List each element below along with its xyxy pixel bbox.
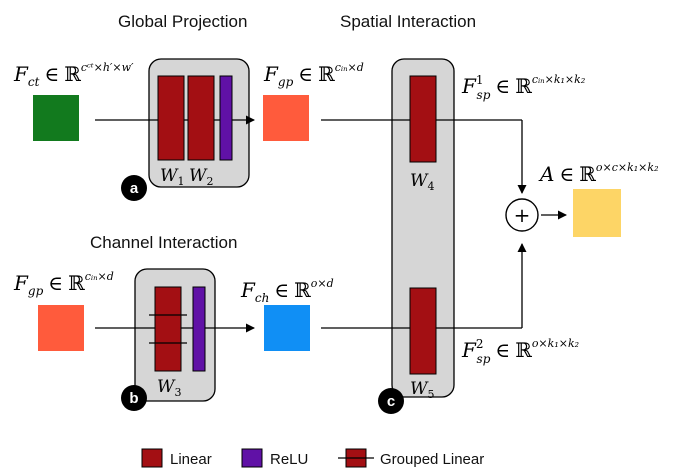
svg-text:b: b <box>129 390 138 407</box>
plus-sign: + <box>514 203 531 227</box>
legend: Linear ReLU Grouped Linear <box>141 448 484 468</box>
w1-label: W1 <box>160 166 184 188</box>
a-output-square <box>573 189 621 237</box>
w4-linear-block <box>409 75 437 163</box>
formula-f-ch: Fch ∈ ℝo×d <box>240 277 334 305</box>
w5-linear-block <box>409 287 437 375</box>
w4-label: W4 <box>410 171 434 193</box>
legend-linear-swatch <box>141 448 163 468</box>
w1-linear-block <box>157 75 185 161</box>
w3-grouped-linear-block <box>154 286 182 372</box>
formula-f-ct: Fct ∈ ℝcᶜᵗ×h′×w′ <box>13 61 134 89</box>
section-title-global-projection: Global Projection <box>118 12 247 31</box>
f-gp-square-bottom <box>38 305 84 351</box>
f-ct-square <box>33 95 79 141</box>
relu-block-channel <box>192 286 206 372</box>
formula-f-gp-bottom: Fgp ∈ ℝcᵢₙ×d <box>13 270 114 298</box>
section-title-channel-interaction: Channel Interaction <box>90 233 237 252</box>
legend-grouped-linear-label: Grouped Linear <box>380 451 484 468</box>
svg-text:a: a <box>130 180 139 197</box>
w2-linear-block <box>187 75 215 161</box>
formula-a: A ∈ ℝo×c×k₁×k₂ <box>538 161 658 186</box>
formula-f-sp2: F2 sp ∈ ℝo×k₁×k₂ <box>461 337 579 366</box>
section-title-spatial-interaction: Spatial Interaction <box>340 12 476 31</box>
relu-block-global <box>219 75 233 161</box>
w5-label: W5 <box>410 379 434 401</box>
legend-linear-label: Linear <box>170 451 212 468</box>
f-ch-square <box>264 305 310 351</box>
badge-c: c <box>378 388 404 414</box>
f-gp-square-top <box>263 95 309 141</box>
spatial-interaction-panel <box>391 58 455 398</box>
badge-a: a <box>121 175 147 201</box>
w2-label: W2 <box>189 166 213 188</box>
w3-label: W3 <box>157 377 181 399</box>
formula-f-sp1: F1 sp ∈ ℝcᵢₙ×k₁×k₂ <box>461 73 585 102</box>
legend-relu-swatch <box>241 448 263 468</box>
svg-text:c: c <box>387 393 395 410</box>
sum-node <box>505 198 539 232</box>
formula-f-gp-top: Fgp ∈ ℝcᵢₙ×d <box>263 61 364 89</box>
badge-b: b <box>121 385 147 411</box>
legend-relu-label: ReLU <box>270 451 308 468</box>
